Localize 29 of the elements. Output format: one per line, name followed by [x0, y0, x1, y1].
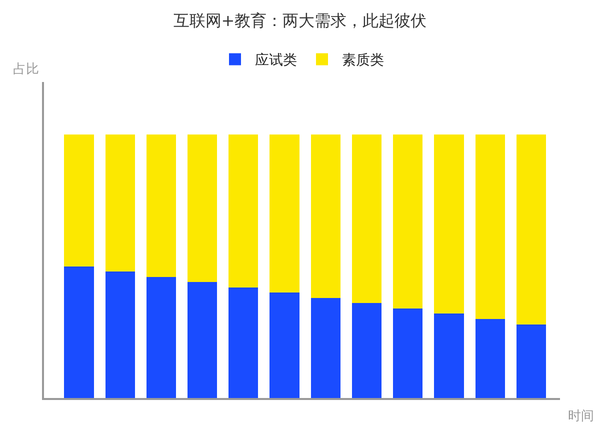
bar [105, 272, 135, 398]
bar [434, 314, 464, 398]
bar [64, 266, 94, 398]
bar [393, 308, 423, 398]
bar [475, 319, 505, 398]
bar [270, 292, 300, 398]
bar [105, 134, 135, 272]
bar [310, 298, 340, 398]
bar [352, 134, 382, 304]
bar [187, 134, 218, 282]
bar [64, 134, 94, 266]
x-axis-title: 时间 [568, 409, 594, 424]
legend-label: 应试类 [255, 52, 297, 69]
y-axis-title: 占比 [13, 62, 39, 77]
bar [516, 134, 546, 324]
legend-label: 素质类 [342, 52, 384, 69]
bar [228, 287, 258, 398]
bar [228, 134, 258, 288]
bar [393, 134, 423, 308]
bar [270, 134, 300, 293]
bar [475, 134, 505, 319]
bar [434, 134, 464, 314]
chart-title: 互联网+教育：两大需求，此起彼伏 [173, 11, 427, 30]
bar [352, 303, 382, 398]
bar [187, 282, 218, 398]
bar [146, 276, 176, 398]
bar [146, 134, 176, 277]
bar [516, 324, 546, 398]
bar [310, 134, 340, 298]
